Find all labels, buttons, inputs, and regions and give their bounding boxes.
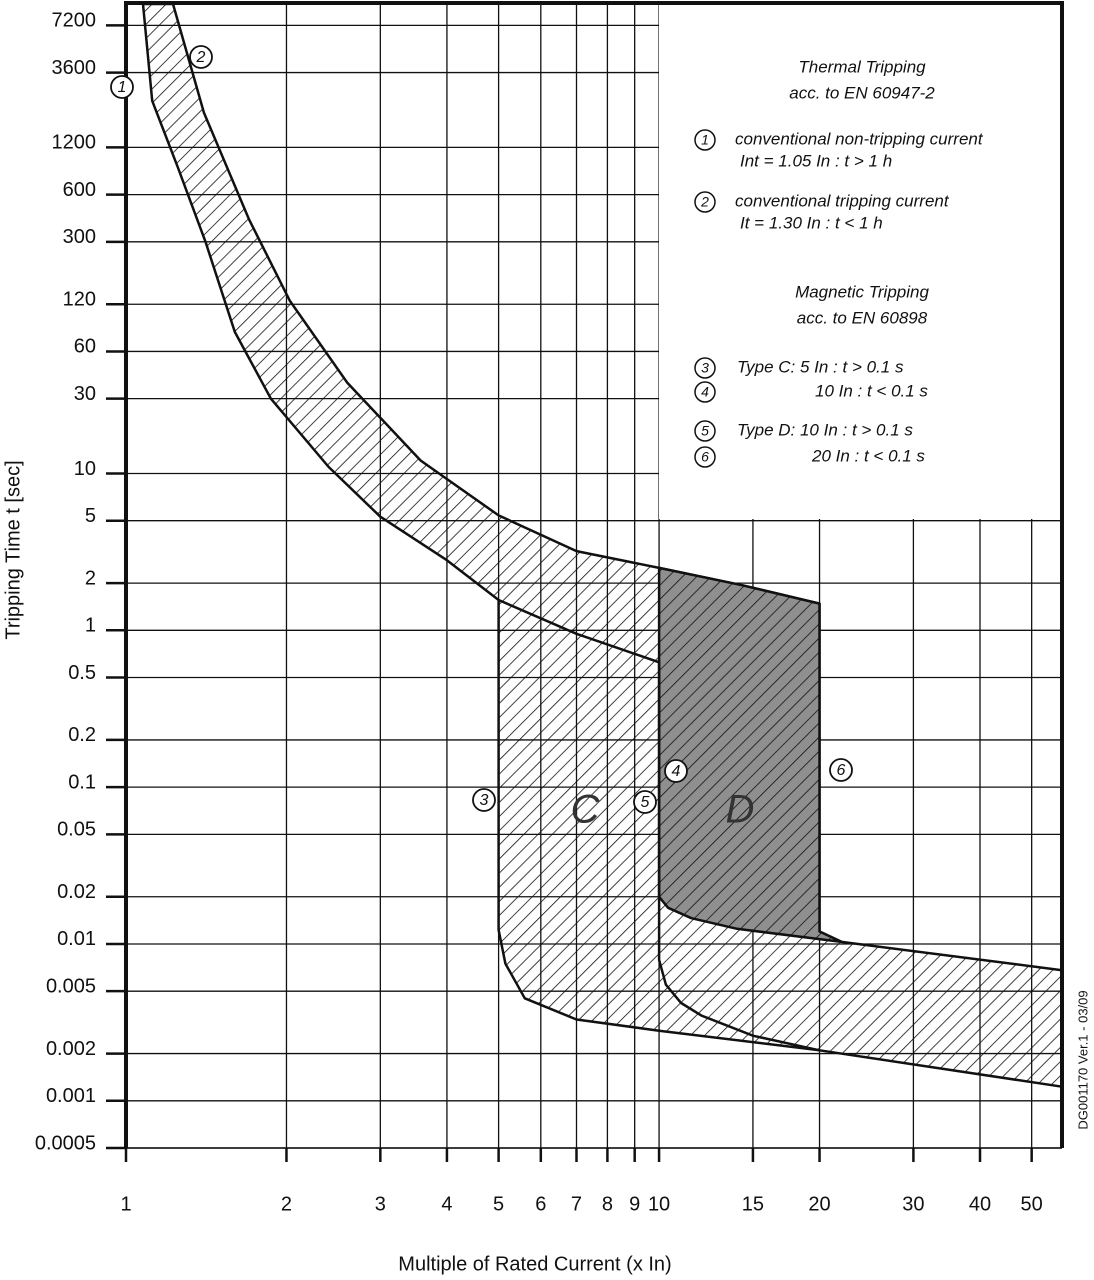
y-tick-label: 3600 (52, 57, 97, 79)
x-tick-label: 10 (648, 1193, 670, 1215)
key-marker: 2 (700, 194, 709, 210)
x-tick-label: 50 (1021, 1193, 1043, 1215)
x-tick-label: 9 (629, 1193, 640, 1215)
key-background (659, 4, 1061, 519)
key-text: Type C: 5 In : t > 0.1 s (737, 357, 904, 376)
annotation: 3 (480, 792, 489, 809)
key-marker: 3 (701, 360, 709, 376)
key-text: It = 1.30 In : t < 1 h (740, 213, 883, 232)
y-tick-label: 0.05 (57, 819, 96, 841)
area (141, 2, 1064, 1088)
y-tick-label: 10 (74, 458, 96, 480)
y-tick-label: 1200 (52, 132, 97, 154)
key-text: Type D: 10 In : t > 0.1 s (737, 420, 913, 439)
x-tick-label: 2 (281, 1193, 292, 1215)
key-text: conventional tripping current (735, 191, 950, 210)
region-label: C (571, 788, 601, 832)
y-tick-label: 0.01 (57, 928, 96, 950)
key-text: conventional non-tripping current (735, 129, 984, 148)
y-tick-label: 0.001 (46, 1085, 96, 1107)
y-tick-label: 60 (74, 336, 96, 358)
annotation: 2 (196, 49, 206, 66)
footnote: DG001170 Ver.1 - 03/09 (1075, 990, 1090, 1129)
y-tick-label: 30 (74, 383, 96, 405)
axis-frame (124, 1, 1064, 1148)
key-text: 20 In : t < 0.1 s (811, 446, 925, 465)
annotation-circle (472, 788, 496, 812)
annotation-circle (829, 758, 853, 782)
key-marker-circle (694, 446, 716, 468)
key-marker: 5 (701, 423, 709, 439)
y-tick-label: 300 (63, 226, 96, 248)
x-tick-label: 30 (902, 1193, 924, 1215)
x-tick-label: 6 (535, 1193, 546, 1215)
annotation-circle (633, 790, 657, 814)
y-tick-label: 1 (85, 615, 96, 637)
key-text: 10 In : t < 0.1 s (815, 381, 928, 400)
key-marker-circle (694, 129, 716, 151)
x-tick-label: 40 (969, 1193, 991, 1215)
key-marker-circle (694, 191, 716, 213)
x-tick-label: 7 (571, 1193, 582, 1215)
y-tick-label: 0.5 (68, 662, 96, 684)
x-tick-label: 20 (808, 1193, 830, 1215)
y-tick-label: 5 (85, 505, 96, 527)
curve (498, 598, 820, 1052)
annotation: 6 (837, 762, 846, 779)
key: Thermal Tripping acc. to EN 60947-2 Magnet… (694, 57, 984, 468)
y-tick-label: 0.02 (57, 881, 96, 903)
y-tick-label: 600 (63, 179, 96, 201)
y-tick-label: 0.002 (46, 1038, 96, 1060)
x-axis-label: Multiple of Rated Current (x In) (398, 1253, 671, 1275)
key-title: Magnetic Tripping (795, 282, 929, 301)
key-marker: 4 (701, 384, 709, 400)
annotation-circle (189, 45, 213, 69)
y-tick-label: 2 (85, 567, 96, 589)
key-text: Int = 1.05 In : t > 1 h (740, 151, 892, 170)
x-tick-label: 3 (375, 1193, 386, 1215)
annotation-circle (110, 75, 134, 99)
y-tick-label: 0.1 (68, 771, 96, 793)
x-tick-label: 15 (742, 1193, 764, 1215)
y-tick-label: 0.0005 (35, 1132, 96, 1154)
x-tick-label: 1 (120, 1193, 131, 1215)
annotation: 1 (118, 79, 127, 96)
key-marker-circle (694, 420, 716, 442)
x-tick-label: 8 (602, 1193, 613, 1215)
area-hatch (659, 567, 842, 942)
y-tick-label: 0.2 (68, 724, 96, 746)
key-marker-circle (694, 381, 716, 403)
annotation-circle (664, 759, 688, 783)
region-label: D (726, 788, 755, 832)
key-title: acc. to EN 60947-2 (789, 83, 935, 102)
annotation: 4 (672, 763, 681, 780)
key-marker: 6 (701, 449, 709, 465)
key-title: Thermal Tripping (798, 57, 926, 76)
y-axis-label: Tripping Time t [sec] (2, 460, 24, 639)
key-marker-circle (694, 357, 716, 379)
y-tick-label: 0.005 (46, 975, 96, 997)
key-marker: 1 (701, 132, 709, 148)
key-title: acc. to EN 60898 (797, 308, 928, 327)
x-tick-label: 5 (493, 1193, 504, 1215)
annotation: 5 (641, 794, 650, 811)
y-tick-label: 7200 (52, 10, 97, 32)
y-tick-label: 120 (63, 289, 96, 311)
x-tick-label: 4 (441, 1193, 452, 1215)
